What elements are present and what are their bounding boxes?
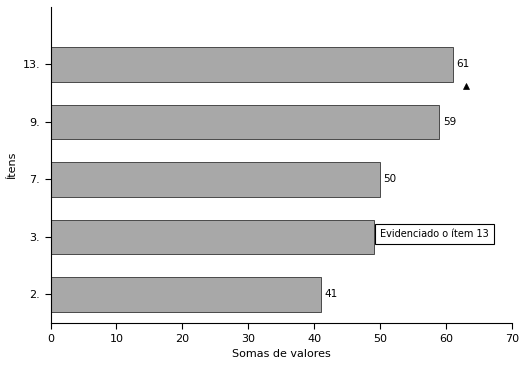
Bar xyxy=(50,105,440,139)
Text: 59: 59 xyxy=(443,117,456,127)
Text: 61: 61 xyxy=(456,59,469,70)
Y-axis label: Ítens: Ítens xyxy=(7,151,17,179)
Text: 49: 49 xyxy=(377,232,390,242)
Bar xyxy=(50,220,373,254)
Text: Evidenciado o ítem 13: Evidenciado o ítem 13 xyxy=(380,229,489,239)
Bar xyxy=(50,162,380,197)
Text: 50: 50 xyxy=(383,174,397,184)
Bar xyxy=(50,47,453,82)
X-axis label: Somas de valores: Somas de valores xyxy=(232,349,331,359)
Bar xyxy=(50,277,321,311)
Text: 41: 41 xyxy=(324,290,337,299)
